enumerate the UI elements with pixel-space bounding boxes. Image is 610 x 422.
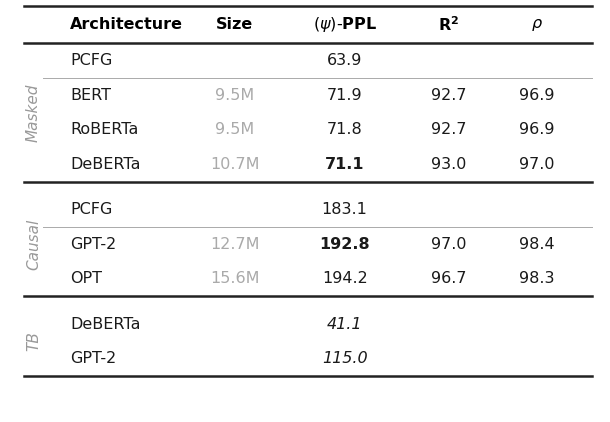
- Text: 93.0: 93.0: [431, 157, 466, 172]
- Text: 71.8: 71.8: [327, 122, 362, 138]
- Text: 92.7: 92.7: [431, 88, 466, 103]
- Text: 96.9: 96.9: [519, 88, 554, 103]
- Text: $\rho$: $\rho$: [531, 17, 543, 33]
- Text: GPT-2: GPT-2: [70, 237, 117, 252]
- Text: $(\psi)$-$\mathbf{PPL}$: $(\psi)$-$\mathbf{PPL}$: [312, 15, 377, 35]
- Text: BERT: BERT: [70, 88, 111, 103]
- Text: 96.9: 96.9: [519, 122, 554, 138]
- Text: 98.3: 98.3: [519, 271, 554, 287]
- Text: 12.7M: 12.7M: [210, 237, 260, 252]
- Text: 15.6M: 15.6M: [210, 271, 260, 287]
- Text: 10.7M: 10.7M: [210, 157, 260, 172]
- Text: 96.7: 96.7: [431, 271, 466, 287]
- Text: 63.9: 63.9: [327, 53, 362, 68]
- Text: 71.9: 71.9: [327, 88, 362, 103]
- Text: PCFG: PCFG: [70, 53, 112, 68]
- Text: 92.7: 92.7: [431, 122, 466, 138]
- Text: 98.4: 98.4: [519, 237, 554, 252]
- Text: DeBERTa: DeBERTa: [70, 157, 141, 172]
- Text: 9.5M: 9.5M: [215, 88, 254, 103]
- Text: 115.0: 115.0: [322, 351, 367, 366]
- Text: $\mathbf{R}^{\mathbf{2}}$: $\mathbf{R}^{\mathbf{2}}$: [438, 16, 459, 34]
- Text: 194.2: 194.2: [322, 271, 367, 287]
- Text: RoBERTa: RoBERTa: [70, 122, 138, 138]
- Text: GPT-2: GPT-2: [70, 351, 117, 366]
- Text: PCFG: PCFG: [70, 202, 112, 217]
- Text: 9.5M: 9.5M: [215, 122, 254, 138]
- Text: Size: Size: [216, 17, 254, 32]
- Text: 192.8: 192.8: [320, 237, 370, 252]
- Text: 97.0: 97.0: [519, 157, 554, 172]
- Text: Causal: Causal: [26, 219, 41, 270]
- Text: TB: TB: [26, 331, 41, 352]
- Text: Architecture: Architecture: [70, 17, 183, 32]
- Text: 183.1: 183.1: [321, 202, 368, 217]
- Text: 97.0: 97.0: [431, 237, 466, 252]
- Text: OPT: OPT: [70, 271, 102, 287]
- Text: 71.1: 71.1: [325, 157, 364, 172]
- Text: 41.1: 41.1: [327, 316, 362, 332]
- Text: Masked: Masked: [26, 84, 41, 142]
- Text: DeBERTa: DeBERTa: [70, 316, 141, 332]
